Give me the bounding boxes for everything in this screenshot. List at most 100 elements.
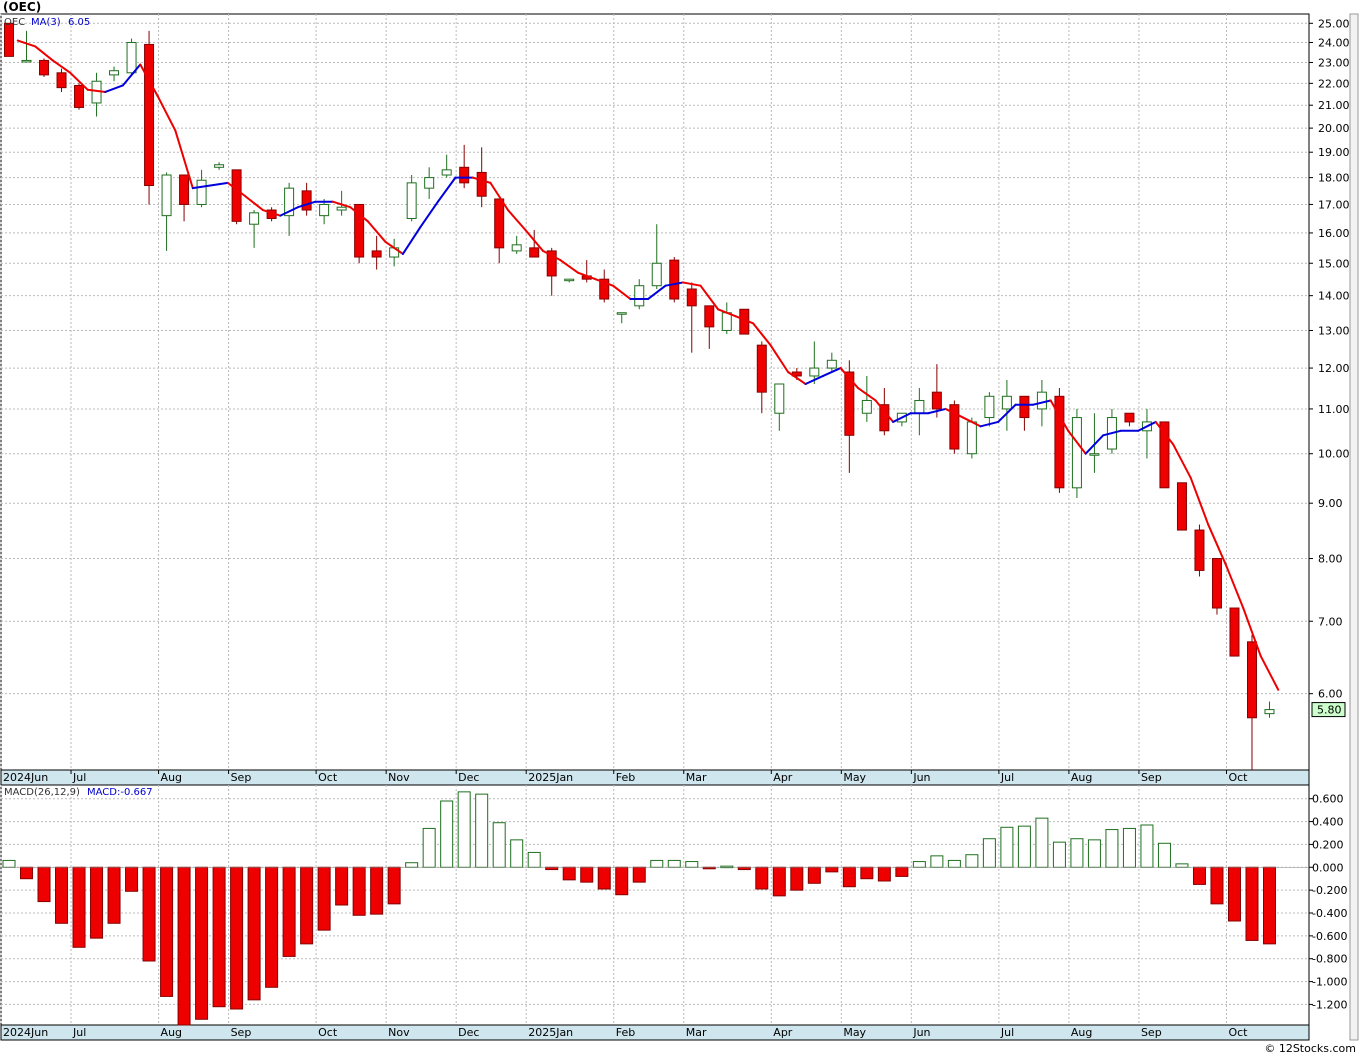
macd-bar bbox=[597, 866, 611, 890]
ma-segment bbox=[541, 249, 562, 262]
macd-bar bbox=[1192, 866, 1206, 885]
ma-segment bbox=[979, 420, 1000, 428]
candle-body bbox=[39, 59, 50, 76]
candle-body bbox=[4, 22, 14, 57]
ma-segment bbox=[611, 284, 632, 301]
candle-body bbox=[651, 262, 662, 287]
macd-bar bbox=[790, 866, 804, 891]
candle-body bbox=[599, 278, 610, 300]
ma-segment bbox=[874, 399, 895, 423]
ma-segment bbox=[1084, 434, 1105, 455]
macd-bar bbox=[177, 866, 191, 1026]
price-y-label: 21.00 bbox=[1318, 99, 1350, 112]
macd-x-label: Oct bbox=[1228, 1026, 1248, 1039]
candle-body bbox=[56, 72, 67, 89]
macd-x-label: Nov bbox=[388, 1026, 410, 1039]
candle-body bbox=[1159, 421, 1170, 489]
price-x-label: Dec bbox=[458, 771, 479, 784]
price-x-label: Feb bbox=[616, 771, 635, 784]
price-y-label: 23.00 bbox=[1318, 56, 1350, 69]
price-date-band bbox=[0, 769, 1310, 786]
macd-bar bbox=[1105, 829, 1119, 868]
candle-body bbox=[284, 187, 295, 217]
macd-bar bbox=[1035, 817, 1049, 868]
ma-segment bbox=[226, 181, 247, 198]
candle-body bbox=[144, 43, 155, 187]
macd-y-label: -0.200 bbox=[1312, 884, 1347, 897]
candle-body bbox=[511, 244, 522, 252]
price-x-label: Nov bbox=[388, 771, 410, 784]
macd-x-label: Aug bbox=[1071, 1026, 1092, 1039]
macd-bar bbox=[1017, 825, 1031, 868]
macd-x-label: Feb bbox=[616, 1026, 635, 1039]
macd-y-label: -0.800 bbox=[1312, 953, 1347, 966]
macd-y-label: -1.200 bbox=[1312, 998, 1347, 1011]
ma-segment bbox=[752, 322, 772, 347]
macd-bar bbox=[1262, 866, 1276, 945]
candle-body bbox=[529, 247, 540, 258]
legend-ma-value: 6.05 bbox=[68, 17, 90, 28]
macd-legend-value: MACD:-0.667 bbox=[87, 787, 153, 798]
candle-body bbox=[231, 169, 242, 222]
ma-segment bbox=[121, 63, 142, 87]
candle-body bbox=[669, 259, 680, 300]
ma-segment bbox=[1067, 429, 1087, 455]
candle-body bbox=[914, 399, 925, 414]
ma-segment bbox=[261, 209, 282, 217]
price-y-label: 16.00 bbox=[1318, 227, 1350, 240]
macd-bar bbox=[195, 866, 209, 1020]
macd-bar bbox=[440, 800, 454, 868]
ma-segment bbox=[647, 284, 667, 301]
ma-segment bbox=[944, 407, 965, 419]
macd-date-band bbox=[0, 1024, 1310, 1041]
macd-bar bbox=[615, 866, 629, 896]
macd-bar bbox=[510, 839, 524, 868]
macd-bar bbox=[1227, 866, 1241, 922]
macd-bar bbox=[1210, 866, 1224, 905]
ma-segment bbox=[419, 200, 439, 229]
macd-bar bbox=[877, 866, 891, 882]
macd-bar bbox=[1175, 863, 1189, 868]
ma-segment bbox=[1189, 476, 1210, 526]
price-y-label: 22.00 bbox=[1318, 77, 1350, 90]
ma-segment bbox=[857, 387, 877, 402]
last-price-label: 5.80 bbox=[1317, 704, 1342, 717]
ma-segment bbox=[156, 95, 177, 132]
price-x-label: Aug bbox=[1071, 771, 1092, 784]
macd-bar bbox=[125, 866, 139, 892]
candle-body bbox=[1001, 395, 1012, 410]
macd-bar bbox=[1140, 824, 1154, 868]
macd-bar bbox=[300, 866, 314, 945]
price-x-label: Jul bbox=[1000, 771, 1014, 784]
ma-segment bbox=[366, 220, 387, 243]
candle-body bbox=[459, 166, 470, 184]
candle-body bbox=[196, 179, 207, 205]
macd-bar bbox=[212, 866, 226, 1008]
price-y-label: 9.00 bbox=[1318, 497, 1343, 510]
candle-body bbox=[1176, 482, 1187, 531]
legend-symbol: OEC bbox=[4, 17, 25, 28]
ma-segment bbox=[839, 367, 860, 390]
candle-body bbox=[21, 59, 32, 63]
price-y-label: 11.00 bbox=[1318, 403, 1350, 416]
candle-body bbox=[1264, 709, 1275, 715]
right-scroll-strip bbox=[1349, 13, 1359, 1041]
candle-body bbox=[1019, 395, 1030, 419]
macd-bar bbox=[282, 866, 296, 957]
macd-bar bbox=[230, 866, 244, 1010]
ma-segment bbox=[594, 278, 614, 287]
macd-bar bbox=[965, 854, 979, 868]
macd-bar bbox=[650, 859, 664, 868]
macd-bar bbox=[352, 866, 366, 916]
candle-body bbox=[704, 305, 715, 328]
ma-segment bbox=[682, 281, 702, 287]
macd-bar bbox=[545, 866, 559, 871]
candle-body bbox=[1246, 641, 1257, 719]
candle-body bbox=[1036, 391, 1047, 410]
macd-bar bbox=[475, 793, 489, 868]
ma-segment bbox=[1154, 420, 1175, 446]
ma-segment bbox=[717, 308, 737, 318]
price-y-label: 10.00 bbox=[1318, 448, 1350, 461]
macd-bar bbox=[737, 866, 751, 871]
ma-segment bbox=[471, 176, 492, 184]
